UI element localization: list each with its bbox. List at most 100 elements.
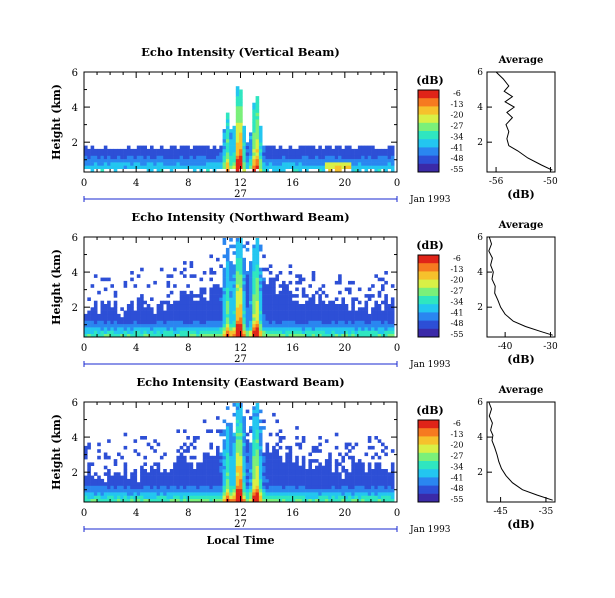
heatmap-cell [169, 330, 174, 334]
heatmap-cell [338, 495, 342, 499]
colorbar-step [418, 446, 439, 450]
heatmap-cell [140, 469, 144, 473]
profile-x-tick-label: -56 [489, 177, 504, 187]
heatmap-cell [249, 267, 253, 272]
heatmap-cell [328, 459, 332, 463]
heatmap-cell [229, 165, 233, 169]
heatmap-cell [183, 307, 187, 311]
heatmap-cell [361, 475, 365, 480]
heatmap-cell [344, 155, 349, 160]
heatmap-cell [183, 300, 187, 305]
heatmap-cell [192, 145, 197, 150]
heatmap-cell [239, 99, 243, 103]
heatmap-cell [255, 465, 260, 470]
heatmap-cell [196, 148, 200, 153]
heatmap-cell [364, 145, 369, 150]
heatmap-cell [338, 452, 342, 457]
heatmap-cell [232, 277, 237, 282]
heatmap-cell [97, 455, 101, 460]
heatmap-cell [344, 475, 349, 480]
heatmap-cell [136, 148, 141, 153]
heatmap-cell [315, 495, 319, 499]
heatmap-cell [357, 472, 362, 476]
heatmap-cell [371, 488, 375, 493]
heatmap-cell [209, 429, 213, 433]
heatmap-cell [282, 469, 286, 473]
heatmap-cell [156, 162, 161, 166]
heatmap-cell [103, 465, 108, 470]
heatmap-cell [268, 155, 273, 160]
heatmap-cell [381, 310, 385, 315]
heatmap-cell [255, 244, 260, 249]
heatmap-cell [334, 145, 339, 150]
heatmap-cell [262, 475, 266, 480]
heatmap-cell [225, 119, 230, 123]
heatmap-cell [229, 294, 233, 298]
heatmap-cell [202, 478, 207, 483]
heatmap-cell [272, 168, 276, 173]
heatmap-cell [265, 465, 270, 470]
heatmap-cell [255, 294, 260, 298]
y-tick-label: 4 [72, 268, 78, 279]
heatmap-cell [192, 327, 197, 331]
heatmap-cell [390, 300, 395, 305]
heatmap-cell [275, 432, 279, 437]
heatmap-cell [133, 333, 138, 338]
heatmap-cell [179, 478, 184, 483]
heatmap-cell [186, 436, 190, 440]
heatmap-cell [113, 307, 118, 311]
colorbar-step [418, 147, 439, 150]
heatmap-cell [107, 330, 111, 334]
heatmap-cell [252, 472, 256, 476]
colorbar-step [418, 259, 439, 262]
heatmap-cell [245, 162, 250, 166]
heatmap-cell [334, 307, 339, 311]
heatmap-cell [291, 482, 296, 486]
heatmap-cell [390, 330, 395, 334]
heatmap-cell [206, 307, 210, 311]
heatmap-cell [255, 287, 260, 292]
heatmap-cell [301, 277, 306, 282]
heatmap-cell [258, 485, 263, 490]
heatmap-cell [133, 320, 138, 325]
heatmap-cell [229, 267, 233, 272]
heatmap-cell [374, 482, 378, 486]
colorbar-step [418, 165, 439, 169]
heatmap-cell [305, 469, 309, 473]
heatmap-cell [258, 152, 263, 156]
heatmap-cell [242, 274, 246, 278]
heatmap-cell [272, 300, 276, 305]
heatmap-cell [288, 452, 293, 457]
heatmap-cell [87, 482, 91, 486]
colorbar-frame [417, 89, 440, 173]
heatmap-cell [225, 274, 230, 278]
heatmap-cell [255, 498, 260, 503]
heatmap-cell [295, 485, 299, 490]
heatmap-cell [328, 152, 332, 156]
heatmap-cell [258, 135, 263, 140]
heatmap-cell [334, 320, 339, 325]
heatmap-cell [265, 317, 270, 321]
heatmap-cell [196, 313, 200, 318]
heatmap-cell [130, 155, 134, 160]
heatmap-cell [222, 442, 227, 447]
heatmap-cell [249, 313, 253, 318]
heatmap-cell [90, 145, 95, 150]
heatmap-cell [272, 478, 276, 483]
heatmap-cell [209, 162, 213, 166]
heatmap-cell [206, 310, 210, 315]
heatmap-cell [255, 142, 260, 146]
heatmap-cell [216, 495, 220, 499]
heatmap-cell [232, 459, 237, 463]
heatmap-cell [225, 267, 230, 272]
heatmap-cell [364, 472, 369, 476]
heatmap-cell [278, 271, 283, 275]
heatmap-cell [235, 89, 240, 94]
heatmap-cell [166, 284, 171, 288]
heatmap-cell [179, 482, 184, 486]
heatmap-cell [268, 472, 273, 476]
heatmap-cell [275, 488, 279, 493]
heatmap-cell [265, 284, 270, 288]
heatmap-cell [258, 442, 263, 447]
heatmap-cell [209, 488, 213, 493]
